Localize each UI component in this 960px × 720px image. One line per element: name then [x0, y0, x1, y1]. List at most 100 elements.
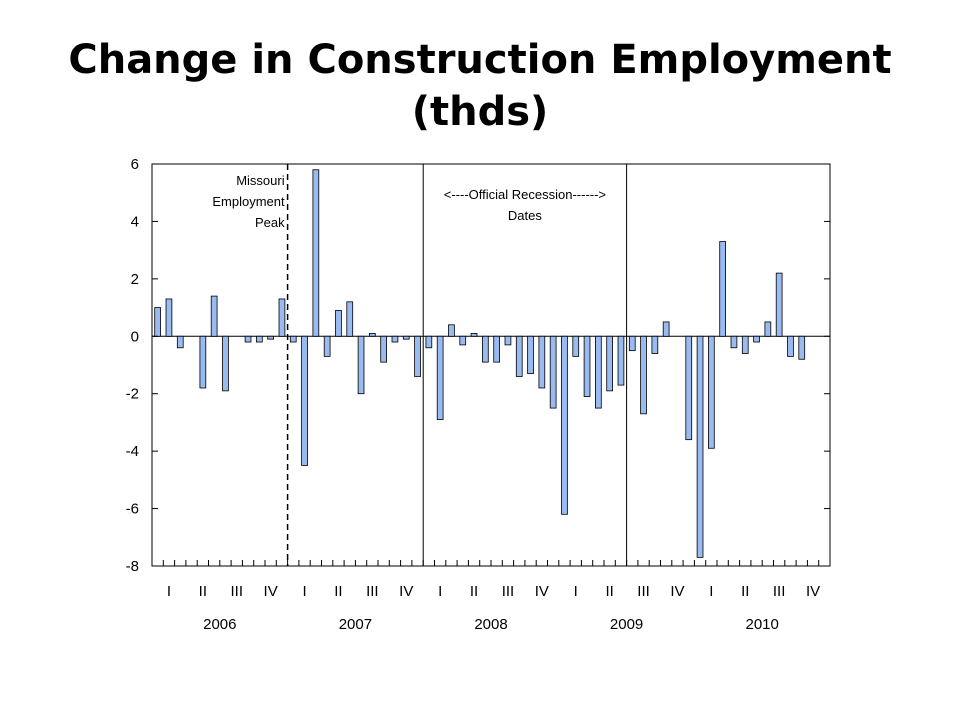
bar [708, 335, 715, 449]
quarter-label: II [605, 583, 613, 600]
missouri-peak-label: Missouri Employment Peak [212, 173, 285, 230]
missouri-peak-label-line: Employment [212, 194, 285, 209]
year-label: 2009 [610, 616, 643, 633]
y-tick-label: 0 [131, 328, 139, 345]
bar [775, 272, 783, 337]
bar [572, 335, 580, 357]
bar [561, 335, 568, 515]
bar [154, 307, 161, 337]
bar [504, 335, 512, 346]
quarter-label: IV [399, 583, 413, 600]
bar [515, 335, 523, 377]
quarter-label: I [709, 583, 713, 600]
title-line-1: Change in Construction Employment [68, 37, 892, 83]
title-line-2: (thds) [411, 89, 549, 135]
bar [741, 335, 749, 354]
annotations-group: Missouri Employment Peak <----Official Rec… [212, 164, 628, 566]
quarter-label: II [199, 583, 207, 600]
bar [595, 335, 602, 409]
bar [640, 335, 647, 415]
bar [470, 333, 478, 337]
recession-label: <----Official Recession------> Dates [444, 187, 606, 223]
bar [244, 335, 252, 343]
bar [176, 335, 184, 349]
bar [380, 335, 387, 363]
bar [391, 335, 399, 343]
bar [357, 335, 365, 395]
quarter-label: I [574, 583, 578, 600]
bar [369, 333, 376, 337]
bar [425, 335, 433, 349]
bar [538, 335, 546, 389]
year-label: 2006 [203, 616, 236, 633]
bar [459, 335, 467, 346]
bar [436, 335, 444, 420]
bar [482, 335, 489, 363]
bar [346, 301, 354, 337]
y-axis: 6 4 2 0 -2 -4 -6 -8 [126, 156, 830, 575]
bar [165, 298, 173, 337]
y-tick-label: 2 [131, 271, 139, 288]
quarter-label: II [470, 583, 478, 600]
missouri-peak-label-line: Missouri [236, 173, 285, 188]
bar [278, 298, 286, 337]
bar [606, 335, 613, 392]
bar [301, 335, 308, 466]
y-tick-label: -6 [126, 501, 139, 518]
bar [719, 241, 726, 337]
bars-group [154, 169, 806, 558]
quarter-label: II [334, 583, 342, 600]
bar [583, 335, 591, 397]
bar [730, 335, 738, 349]
bar [753, 335, 760, 343]
bar [222, 335, 229, 392]
bar [549, 335, 557, 409]
quarter-label: I [302, 583, 306, 600]
year-label: 2008 [474, 616, 507, 633]
year-label: 2007 [339, 616, 372, 633]
quarter-label: III [637, 583, 650, 600]
quarter-label: I [438, 583, 442, 600]
bar [289, 335, 297, 343]
bar [323, 335, 331, 357]
bar [256, 335, 263, 343]
recession-label-line: Dates [508, 208, 542, 223]
quarter-label: III [773, 583, 786, 600]
bar [617, 335, 625, 386]
recession-label-line: <----Official Recession------> [444, 187, 606, 202]
slide-title: Change in Construction Employment (thds) [0, 34, 960, 138]
quarter-label: IV [670, 583, 684, 600]
y-tick-label: 6 [131, 156, 139, 173]
bar [527, 335, 534, 375]
bar [685, 335, 693, 441]
bar [628, 335, 636, 352]
bar [493, 335, 500, 363]
bar [414, 335, 421, 377]
bar [402, 335, 410, 340]
plot-frame [151, 163, 831, 567]
bar [312, 169, 320, 337]
quarter-label: III [366, 583, 379, 600]
bar [787, 335, 794, 357]
bar [210, 295, 218, 337]
y-tick-label: -2 [126, 386, 139, 403]
bar [798, 335, 806, 360]
y-tick-label: 4 [131, 213, 139, 230]
y-tick-label: -8 [126, 558, 139, 575]
quarter-label: III [230, 583, 243, 600]
bar [696, 335, 704, 558]
year-label: 2010 [746, 616, 779, 633]
quarter-label: IV [535, 583, 549, 600]
quarter-label: II [741, 583, 749, 600]
bar [335, 310, 342, 337]
quarter-label: III [502, 583, 515, 600]
quarter-label: I [167, 583, 171, 600]
bar [662, 321, 670, 337]
bar [764, 321, 772, 337]
missouri-peak-label-line: Peak [255, 215, 285, 230]
quarter-label: IV [806, 583, 820, 600]
bar [199, 335, 207, 389]
x-axis: I II III IV I II III IV I II III IV I II III IV I II III IV… [151, 560, 831, 633]
y-tick-label: -4 [126, 443, 139, 460]
